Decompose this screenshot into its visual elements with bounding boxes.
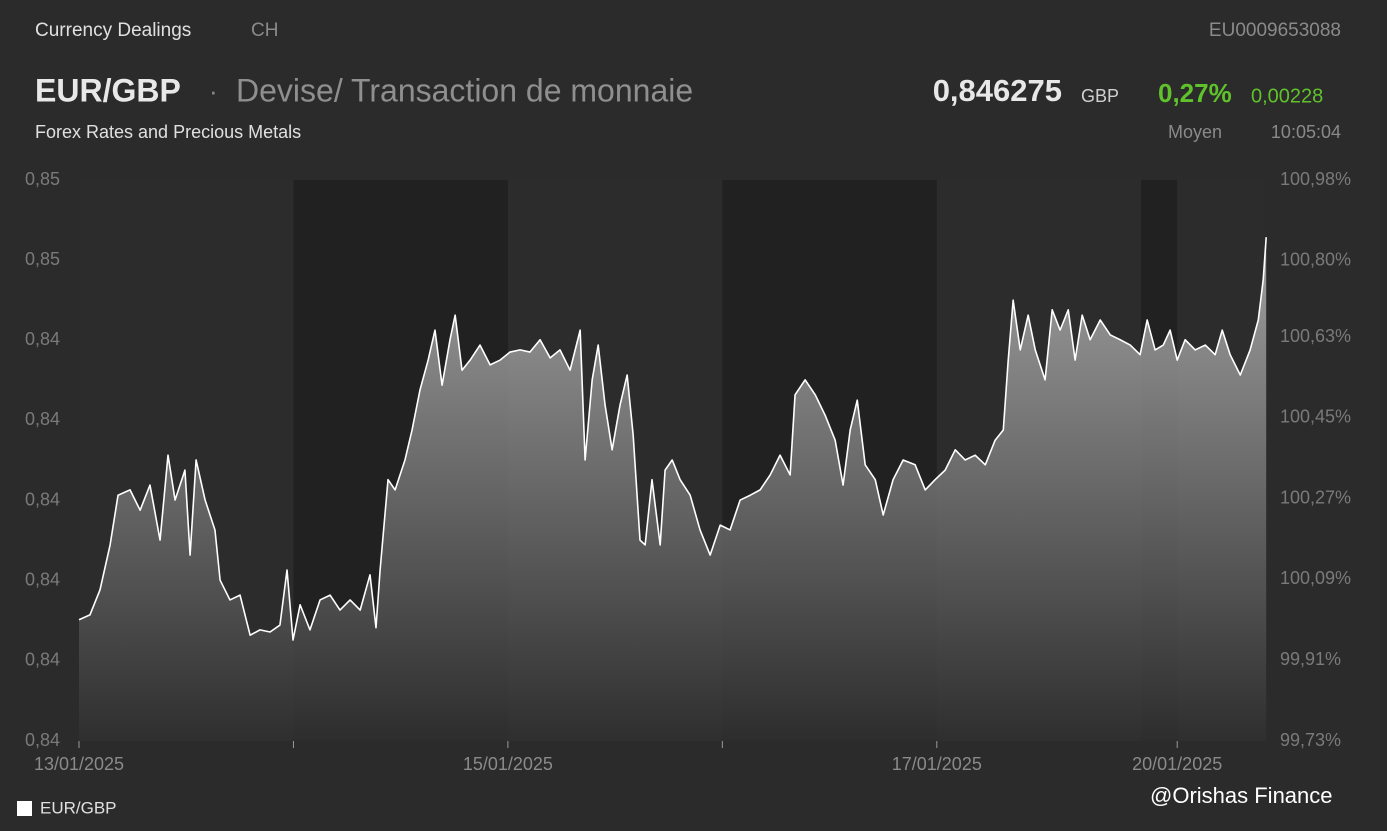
y2-tick-label: 100,09%	[1280, 568, 1351, 588]
instrument: Devise/ Transaction de monnaie	[236, 72, 693, 108]
y2-tick-label: 100,80%	[1280, 250, 1351, 270]
x-tick-label: 17/01/2025	[892, 754, 982, 774]
y2-tick-label: 99,73%	[1280, 730, 1341, 750]
y-tick-label: 0,84	[25, 569, 60, 589]
y-tick-label: 0,84	[25, 650, 60, 670]
y2-tick-label: 100,63%	[1280, 326, 1351, 346]
watermark: @Orishas Finance	[1150, 783, 1333, 808]
change-percent: 0,27%	[1158, 78, 1232, 108]
symbol: EUR/GBP	[35, 72, 181, 108]
y-tick-label: 0,84	[25, 730, 60, 750]
legend-swatch	[17, 801, 32, 816]
x-tick-label: 15/01/2025	[463, 754, 553, 774]
axes: 0,84 0,84 0,84 0,84 0,84 0,84 0,85 0,85 99,73% 99…	[25, 169, 1351, 774]
price-line	[78, 237, 1267, 641]
country: CH	[251, 20, 278, 41]
x-tick-label: 20/01/2025	[1132, 754, 1222, 774]
separator: ·	[209, 76, 218, 106]
area-fill	[79, 237, 1267, 742]
legend-label: EUR/GBP	[40, 798, 117, 817]
y2-tick-label: 100,98%	[1280, 169, 1351, 189]
y-tick-label: 0,84	[25, 489, 60, 509]
price: 0,846275	[933, 73, 1062, 108]
time: 10:05:04	[1271, 122, 1341, 142]
y2-tick-label: 100,27%	[1280, 487, 1351, 507]
plot-area	[78, 237, 1267, 742]
y-tick-label: 0,84	[25, 329, 60, 349]
change: 0,00228	[1251, 85, 1323, 107]
y-tick-label: 0,84	[25, 409, 60, 429]
y-tick-label: 0,85	[25, 249, 60, 269]
y2-tick-label: 100,45%	[1280, 407, 1351, 427]
category: Forex Rates and Precious Metals	[35, 122, 301, 142]
y-tick-label: 0,85	[25, 169, 60, 189]
price-type: Moyen	[1168, 122, 1222, 142]
y2-tick-label: 99,91%	[1280, 649, 1341, 669]
x-tick-label: 13/01/2025	[34, 754, 124, 774]
currency: GBP	[1081, 86, 1119, 106]
section-title: Currency Dealings	[35, 20, 191, 41]
isin: EU0009653088	[1209, 20, 1341, 41]
